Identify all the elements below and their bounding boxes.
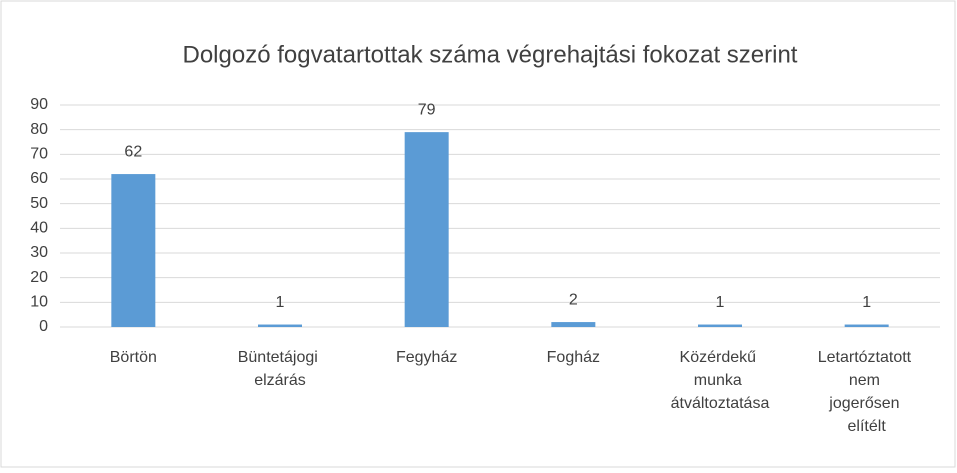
x-tick-label: Fogház xyxy=(547,349,600,366)
bar xyxy=(551,322,596,327)
x-tick-label: Fegyház xyxy=(396,349,457,366)
bar xyxy=(258,324,302,327)
value-label: 1 xyxy=(276,294,285,311)
bar xyxy=(111,174,156,327)
x-tick-label-line: Letartóztatott xyxy=(818,349,916,366)
value-label: 1 xyxy=(862,294,871,311)
x-tick-label: Letartóztatott nem jogerősen elítélt xyxy=(818,349,916,435)
chart-title: Dolgozó fogvatartottak száma végrehajtás… xyxy=(183,41,798,68)
x-tick-label-line: Fogház xyxy=(547,349,600,366)
y-tick-label: 90 xyxy=(30,96,48,113)
x-tick-label-line: jogerősen xyxy=(828,395,904,412)
y-tick-label: 50 xyxy=(30,195,48,212)
x-tick-label-line: átváltoztatása xyxy=(671,395,770,412)
x-tick-label-line: munka xyxy=(694,372,746,389)
x-tick-label: Börtön xyxy=(110,349,157,366)
bar xyxy=(844,324,889,327)
x-tick-label-line: Fegyház xyxy=(396,349,457,366)
value-label: 62 xyxy=(124,143,142,160)
y-tick-label: 20 xyxy=(30,269,48,286)
y-tick-label: 40 xyxy=(30,220,48,237)
x-tick-label-line: elzárás xyxy=(254,372,306,389)
x-tick-label-line: Börtön xyxy=(110,349,157,366)
x-tick-label-line: elítélt xyxy=(848,418,887,435)
x-tick-label-line: Közérdekű xyxy=(680,349,761,366)
x-tick-label-line: Büntetájogi xyxy=(238,349,323,366)
value-label: 1 xyxy=(716,294,725,311)
bar xyxy=(698,324,742,327)
y-tick-label: 10 xyxy=(30,294,48,311)
y-tick-label: 60 xyxy=(30,170,48,187)
x-tick-label-line: nem xyxy=(849,372,885,389)
value-label: 79 xyxy=(418,101,436,118)
value-label: 2 xyxy=(569,291,578,308)
y-tick-label: 80 xyxy=(30,121,48,138)
bar xyxy=(404,132,449,327)
y-tick-label: 70 xyxy=(30,146,48,163)
y-tick-label: 0 xyxy=(39,318,48,335)
x-tick-label: Közérdekű munka átváltoztatása xyxy=(671,349,770,412)
x-tick-label: Büntetájogi elzárás xyxy=(238,349,323,389)
y-tick-label: 30 xyxy=(30,244,48,261)
